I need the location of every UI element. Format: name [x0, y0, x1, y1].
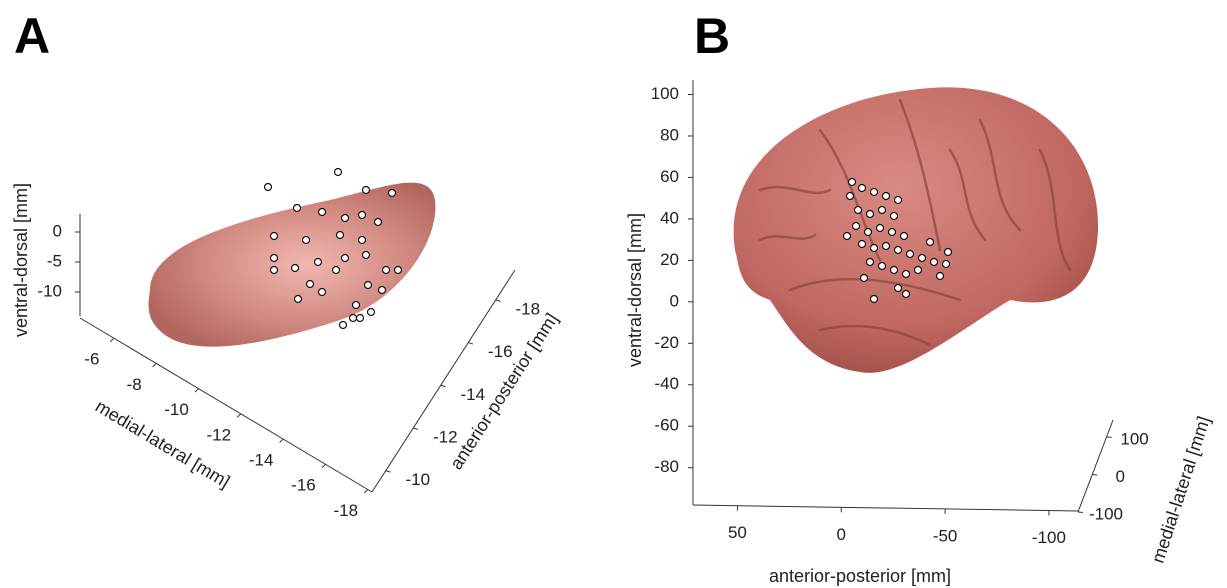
- tick-mark: [109, 337, 115, 343]
- tick-mark: [1077, 511, 1084, 514]
- tick-mark: [279, 438, 284, 443]
- tick-mark: [321, 463, 326, 469]
- tick-mark: [236, 413, 242, 418]
- y-tick-label: -14: [460, 385, 485, 404]
- structure-surface-a: [148, 167, 436, 347]
- panel-letter: A: [14, 8, 50, 64]
- x-tick-label: -100: [1032, 528, 1066, 547]
- x-tick-label: -6: [84, 350, 99, 369]
- z-tick-label: 40: [660, 208, 679, 227]
- brain-surface-b: [733, 87, 1099, 373]
- x-tick-label: -12: [207, 425, 232, 444]
- z-tick-label: 60: [660, 167, 679, 186]
- z-tick-label: 0: [670, 291, 679, 310]
- y-tick-label: -16: [488, 342, 513, 361]
- x-axis-line: [692, 504, 1079, 512]
- tick-mark: [194, 388, 199, 393]
- y-tick-label: -10: [405, 470, 430, 489]
- tick-mark: [1106, 436, 1112, 438]
- y-tick-label: -100: [1089, 504, 1123, 523]
- x-axis-label: anterior-posterior [mm]: [769, 566, 951, 586]
- z-axis-label: ventral-dorsal [mm]: [11, 183, 31, 337]
- x-tick-label: -16: [291, 476, 316, 495]
- z-tick-label: -5: [47, 251, 62, 270]
- z-tick-label: -20: [654, 333, 679, 352]
- z-tick-label: 20: [660, 250, 679, 269]
- x-tick-label: -50: [933, 526, 958, 545]
- x-tick-label: 50: [728, 523, 747, 542]
- x-tick-label: -10: [164, 400, 189, 419]
- y-tick-label: 100: [1120, 429, 1148, 448]
- x-axis-line: [79, 317, 373, 493]
- z-tick-label: 80: [660, 125, 679, 144]
- y-axis-line: [1077, 419, 1114, 513]
- z-tick-label: -80: [654, 457, 679, 476]
- z-tick-label: -10: [37, 281, 62, 300]
- y-axis-line: [371, 269, 516, 493]
- tick-mark: [152, 363, 157, 368]
- tick-mark: [363, 489, 369, 494]
- tick-mark: [468, 342, 474, 345]
- y-tick-label: -12: [433, 427, 458, 446]
- tick-mark: [495, 299, 501, 302]
- y-tick-label: 0: [1116, 467, 1125, 486]
- z-tick-label: 100: [651, 84, 679, 103]
- panel-letter: B: [694, 8, 730, 64]
- x-tick-label: -14: [249, 451, 274, 470]
- x-tick-label: 0: [837, 525, 846, 544]
- z-axis-label: ventral-dorsal [mm]: [625, 213, 645, 367]
- y-tick-label: -18: [515, 299, 540, 318]
- tick-mark: [413, 427, 419, 430]
- tick-mark: [440, 384, 446, 388]
- z-tick-label: 0: [53, 221, 62, 240]
- tick-mark: [385, 470, 391, 473]
- z-tick-label: -40: [654, 374, 679, 393]
- y-axis-label: medial-lateral [mm]: [1148, 414, 1214, 566]
- tick-mark: [1092, 473, 1098, 476]
- x-tick-label: -18: [333, 501, 358, 520]
- z-tick-label: -60: [654, 416, 679, 435]
- x-tick-label: -8: [127, 375, 142, 394]
